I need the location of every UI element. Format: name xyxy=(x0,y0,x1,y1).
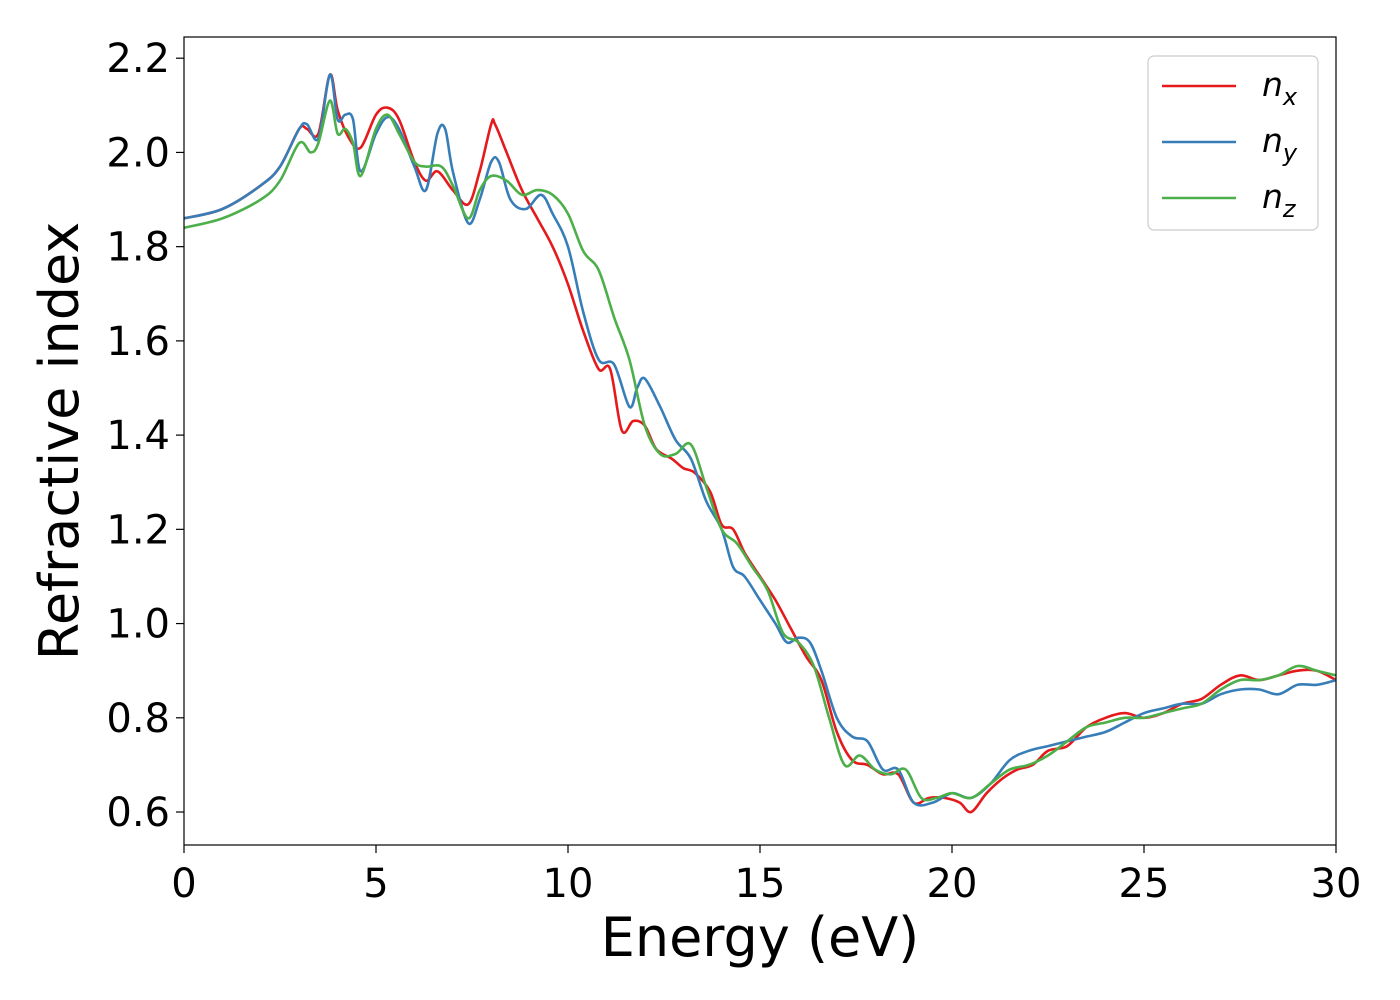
x-tick-label: 20 xyxy=(927,861,978,907)
y-tick-label: 1.2 xyxy=(106,507,170,553)
legend-label-subscript: z xyxy=(1282,195,1297,223)
ticks-layer: 0 5 10 15 20 25 30 0.6 0.8 1.0 1.2 1.4 1.6 1.8 2.0 2.2 xyxy=(106,36,1361,907)
y-tick-label: 1.0 xyxy=(106,602,170,648)
x-tick-label: 25 xyxy=(1119,861,1170,907)
series-layer xyxy=(184,73,1336,814)
y-tick-label: 2.0 xyxy=(106,130,170,176)
legend-label-nz: nz xyxy=(1262,177,1297,223)
y-tick-label: 0.8 xyxy=(106,696,170,742)
y-tick-label: 2.2 xyxy=(106,36,170,82)
x-tick-label: 0 xyxy=(171,861,196,907)
legend-label-ny: ny xyxy=(1262,121,1298,167)
y-tick-label: 1.6 xyxy=(106,319,170,365)
legend-label-subscript: y xyxy=(1282,139,1298,167)
legend-label-base: n xyxy=(1262,177,1283,216)
legend-label-base: n xyxy=(1262,121,1283,160)
series-line-nx xyxy=(184,73,1336,814)
series-line-nz xyxy=(184,99,1336,802)
y-axis-title: Refractive index xyxy=(28,222,91,661)
y-tick-label: 1.4 xyxy=(106,413,170,459)
legend-label-nx: nx xyxy=(1262,65,1298,111)
y-tick-label: 0.6 xyxy=(106,790,170,836)
series-line-ny xyxy=(184,73,1336,807)
x-axis-title: Energy (eV) xyxy=(601,906,920,969)
y-tick-label: 1.8 xyxy=(106,225,170,271)
legend-label-base: n xyxy=(1262,65,1283,104)
x-tick-label: 15 xyxy=(735,861,786,907)
x-tick-label: 5 xyxy=(363,861,388,907)
x-tick-label: 10 xyxy=(543,861,594,907)
x-tick-label: 30 xyxy=(1311,861,1362,907)
legend-label-subscript: x xyxy=(1282,83,1298,111)
